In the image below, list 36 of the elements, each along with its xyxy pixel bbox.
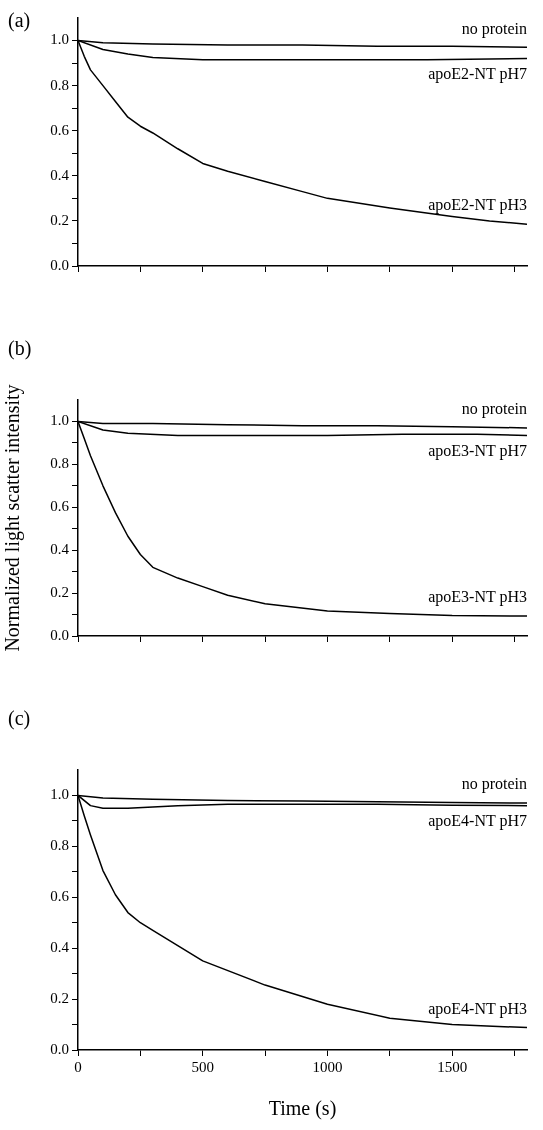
y-tick-label: 0.8 <box>50 455 69 472</box>
y-tick-label: 0.4 <box>50 939 70 956</box>
series-label: apoE3-NT pH3 <box>428 588 527 607</box>
series-label: apoE4-NT pH3 <box>428 999 527 1018</box>
chart-title: (a) <box>8 9 31 33</box>
y-tick-label: 0.2 <box>50 211 69 228</box>
y-tick-label: 0.6 <box>50 888 70 905</box>
y-tick-label: 0.6 <box>50 498 70 515</box>
y-axis-title: Normalized light scatter intensity <box>1 384 25 652</box>
series-label: no protein <box>461 19 527 38</box>
y-tick-label: 0.4 <box>50 166 70 183</box>
y-tick-label: 0.8 <box>50 76 69 93</box>
y-tick-label: 0.4 <box>50 541 70 558</box>
y-tick-label: 0.8 <box>50 837 69 854</box>
series-label: no protein <box>461 775 527 794</box>
x-tick-label: 0 <box>74 1058 82 1075</box>
y-tick-label: 0.6 <box>50 121 70 138</box>
series-label: apoE2-NT pH7 <box>428 64 527 83</box>
y-tick-label: 1.0 <box>50 412 69 429</box>
x-tick-label: 500 <box>191 1058 214 1075</box>
x-tick-label: 1500 <box>437 1058 468 1075</box>
series-label: no protein <box>461 400 527 419</box>
chart-title: (b) <box>8 337 32 361</box>
y-tick-label: 0.0 <box>50 626 69 643</box>
chart-title: (c) <box>8 707 31 731</box>
y-tick-label: 0.0 <box>50 1040 69 1057</box>
series-label: apoE4-NT pH7 <box>428 811 527 830</box>
y-tick-label: 0.0 <box>50 256 69 273</box>
series-label: apoE3-NT pH7 <box>428 441 527 460</box>
y-tick-label: 1.0 <box>50 31 69 48</box>
y-tick-label: 0.2 <box>50 990 69 1007</box>
y-tick-label: 0.2 <box>50 584 69 601</box>
series-label: apoE2-NT pH3 <box>428 196 527 215</box>
x-axis-title: Time (s) <box>268 1097 337 1121</box>
x-tick-label: 1000 <box>312 1058 343 1075</box>
y-tick-label: 1.0 <box>50 786 69 803</box>
